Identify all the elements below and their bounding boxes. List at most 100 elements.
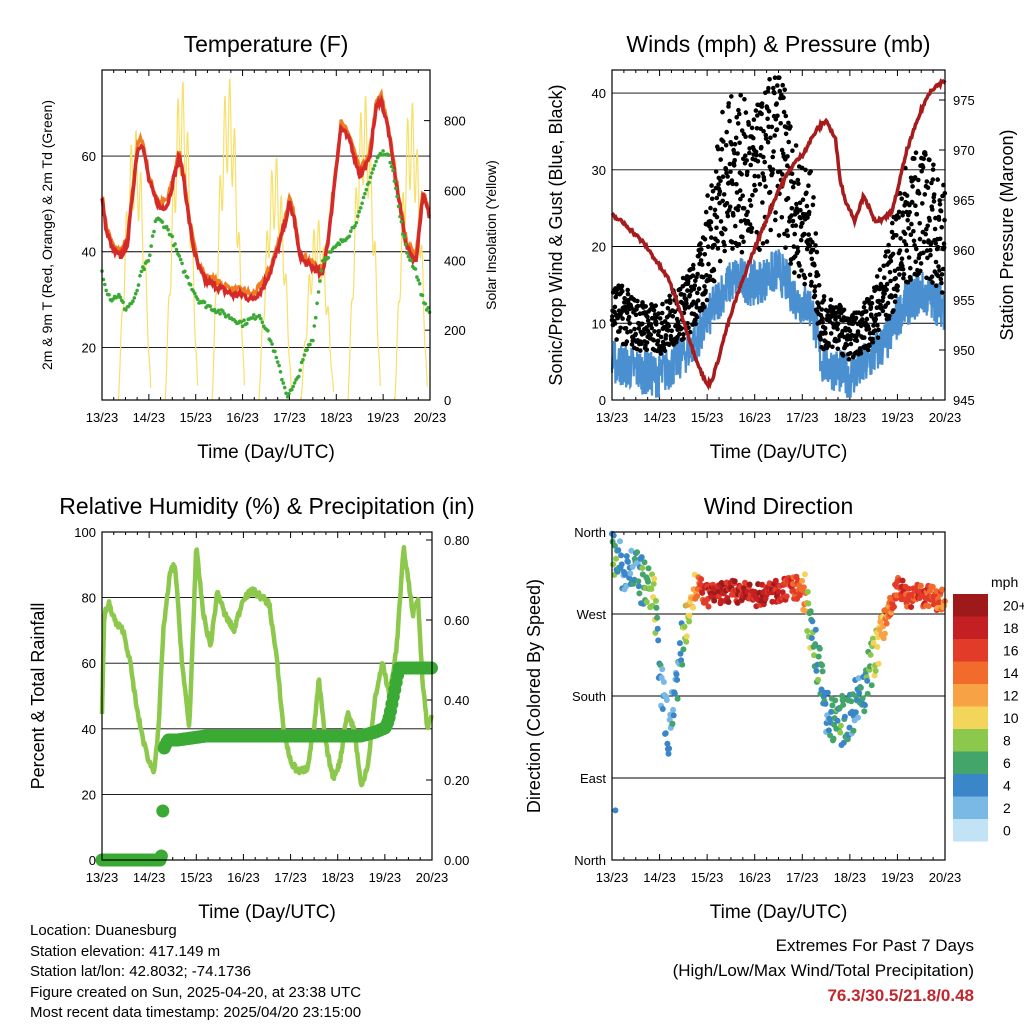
gust-point [900,266,906,272]
gust-point [750,192,755,198]
gust-point [725,213,731,219]
direction-point [648,586,655,592]
gust-point [888,278,893,284]
gust-point [853,315,859,321]
gust-point [620,316,625,321]
gust-point [718,157,723,162]
gust-point [783,131,789,137]
direction-point [856,690,863,696]
plot-frame [101,69,431,401]
dewpoint-point [188,283,193,287]
direction-point [864,690,871,697]
dewpoint-point [118,295,123,300]
y-tick-label: South [572,689,606,704]
gust-point [749,229,754,234]
direction-point [639,565,646,571]
gust-point [800,220,805,226]
y-tick-label: North [574,525,606,540]
direction-point [772,577,779,584]
dewpoint-point [173,242,177,246]
x-tick-label: 17/23 [786,410,819,425]
dewpoint-point [160,220,165,224]
gust-point [710,189,716,194]
gust-point [819,307,825,312]
dewpoint-point [166,227,170,232]
gust-point [682,306,688,311]
dewpoint-point [370,171,374,175]
pressure-line [610,78,947,391]
y2-tick-label: 965 [953,193,975,208]
direction-point [711,597,718,604]
gust-point [705,244,711,249]
y-tick-label: 100 [74,525,96,540]
dewpoint-point [409,258,414,263]
direction-point [659,706,666,712]
gust-point [886,242,891,248]
gust-point [848,341,854,347]
plot-frame [611,69,946,401]
direction-point [870,639,877,646]
gust-point [614,337,619,342]
gust-point [908,265,913,271]
dewpoint-point [356,214,360,218]
gust-point [702,284,707,289]
direction-point [659,666,666,673]
dewpoint-point [177,254,182,258]
dewpoint-point [202,300,207,305]
legend-swatch [953,706,988,729]
gust-point [893,293,898,299]
gust-point [840,328,845,334]
dewpoint-point [183,269,187,274]
gust-point [713,169,719,174]
y-tick-label: 30 [592,163,606,178]
gust-point [708,226,714,232]
y2-tick-label: 0 [444,393,451,408]
gust-point [884,281,890,287]
gust-point [726,101,731,106]
gust-point [912,243,917,248]
direction-point [615,547,622,554]
direction-point [677,650,684,657]
gust-point [939,225,944,230]
dewpoint-point [260,320,265,325]
gust-point [624,310,630,316]
direction-point [908,604,915,610]
dewpoint-point [195,297,200,302]
y2-tick-label: 600 [444,183,466,198]
direction-point [666,745,673,752]
legend-swatch [953,684,988,707]
direction-point [804,628,811,634]
dewpoint-point [381,149,385,153]
gust-point [782,231,787,237]
legend-label: 20+ [1003,597,1024,613]
gust-point [770,170,775,176]
gust-point [781,95,786,100]
y-tick-label: 40 [592,86,606,101]
station-info: Location: Duanesburg Station elevation: … [30,921,361,1024]
x-tick-label: 15/23 [691,410,724,425]
direction-point [670,706,677,713]
x-tick-label: 18/23 [834,870,867,885]
gust-point [873,317,878,322]
gust-point [714,225,719,231]
direction-point [628,547,635,554]
direction-point [929,583,936,590]
gust-point [740,193,745,198]
x-tick-label: 18/23 [320,410,353,425]
direction-point [804,588,811,595]
gust-point [822,325,828,331]
direction-point [824,689,831,696]
gust-point [893,276,898,281]
dewpoint-point [396,204,401,209]
gust-point [806,183,811,188]
y-tick-label: 20 [82,787,96,802]
gust-point [743,110,749,115]
gust-point [683,297,689,303]
gust-point [900,210,906,215]
gust-point [808,169,813,174]
gust-point [629,342,635,347]
gust-point [802,281,807,287]
gust-point [804,246,810,252]
direction-point [848,698,855,705]
gust-point [728,169,733,174]
